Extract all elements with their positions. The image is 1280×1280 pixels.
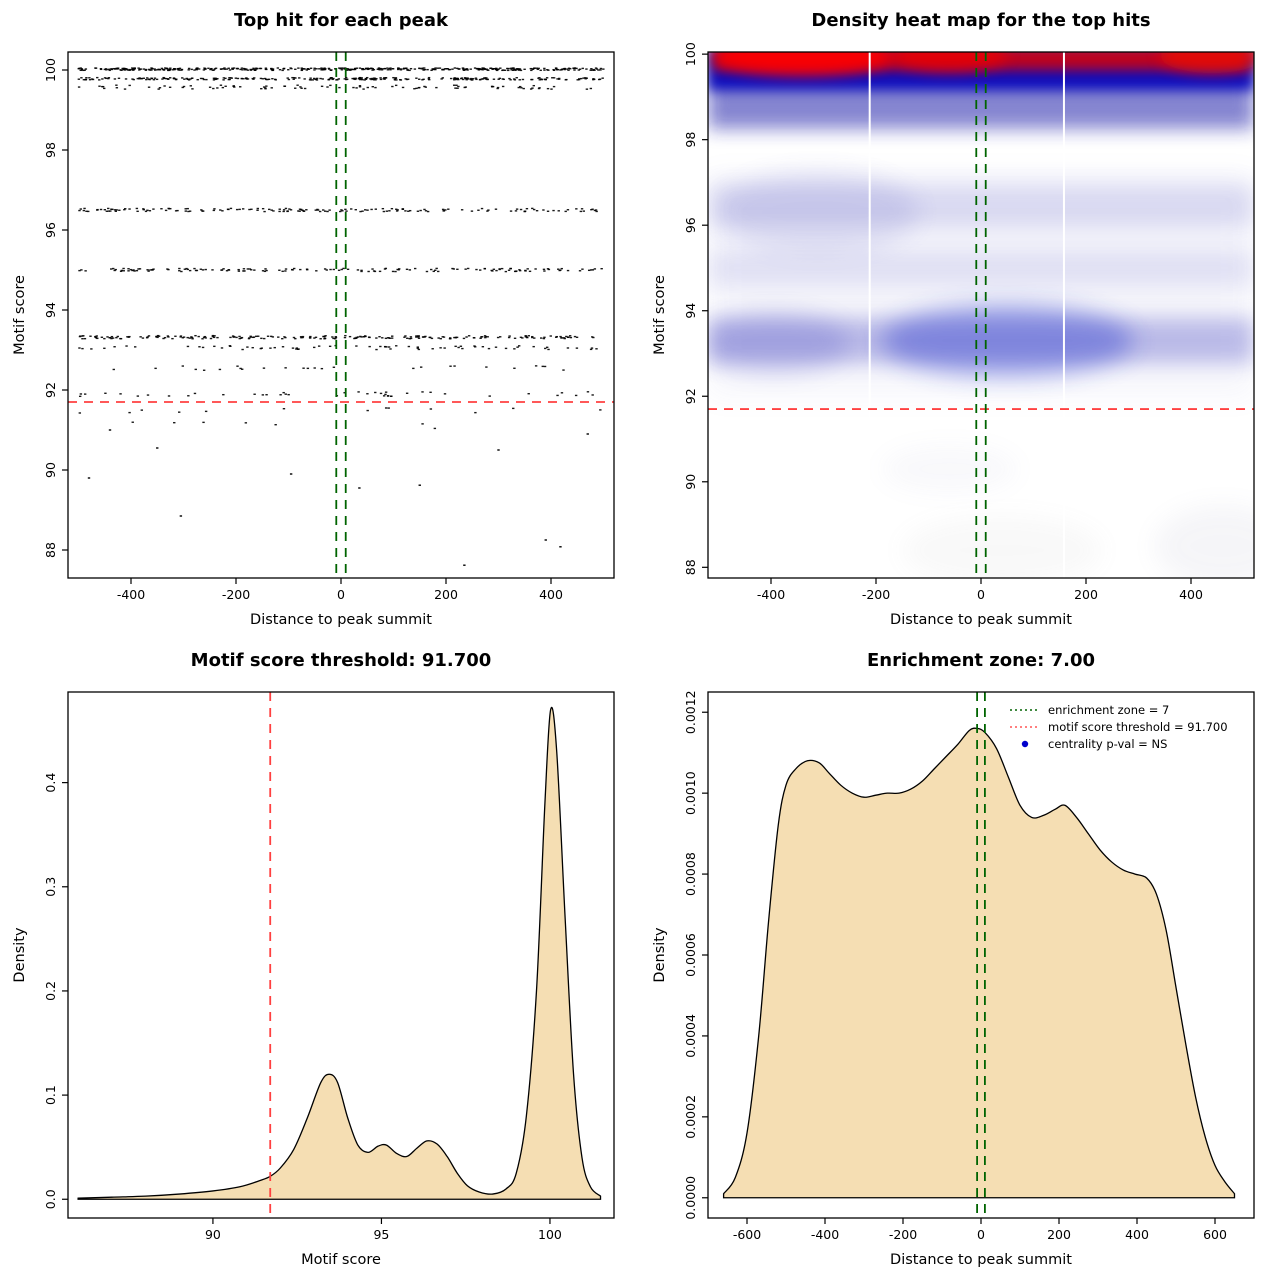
svg-text:0.0010: 0.0010 <box>683 771 698 815</box>
svg-text:0: 0 <box>977 587 985 602</box>
svg-text:98: 98 <box>43 142 58 158</box>
panel-motif-score-density: Motif score threshold: 91.700 90 95 100 0.0… <box>0 640 640 1280</box>
panel-enrichment-zone-density: Enrichment zone: 7.00 -600 -400 -200 0 200 40… <box>640 640 1280 1280</box>
svg-text:0.1: 0.1 <box>43 1085 58 1105</box>
svg-text:0.3: 0.3 <box>43 877 58 897</box>
svg-text:0.0008: 0.0008 <box>683 852 698 896</box>
svg-text:-400: -400 <box>757 587 785 602</box>
svg-text:95: 95 <box>373 1227 389 1242</box>
panel-density-heatmap: Density heat map for the top hits -400 -2… <box>640 0 1280 640</box>
svg-text:Distance to peak summit: Distance to peak summit <box>890 1252 1072 1268</box>
svg-text:200: 200 <box>434 587 458 602</box>
svg-text:88: 88 <box>683 559 698 575</box>
svg-text:98: 98 <box>683 132 698 148</box>
svg-text:0.0006: 0.0006 <box>683 933 698 977</box>
svg-text:Motif score: Motif score <box>301 1252 381 1268</box>
svg-text:-600: -600 <box>733 1227 761 1242</box>
svg-text:0.2: 0.2 <box>43 981 58 1001</box>
svg-text:0.0012: 0.0012 <box>683 690 698 734</box>
svg-text:90: 90 <box>43 462 58 478</box>
svg-text:94: 94 <box>683 303 698 319</box>
svg-text:-200: -200 <box>889 1227 917 1242</box>
svg-text:400: 400 <box>1179 587 1203 602</box>
panel-top-hit-scatter: Top hit for each peak -400 -200 0 200 400 88 9… <box>0 0 640 640</box>
heatmap-title: Density heat map for the top hits <box>811 9 1151 31</box>
svg-text:motif score threshold = 91.700: motif score threshold = 91.700 <box>1048 720 1228 734</box>
svg-text:600: 600 <box>1203 1227 1227 1242</box>
svg-text:400: 400 <box>539 587 563 602</box>
svg-text:90: 90 <box>683 474 698 490</box>
motif-score-density-plot: 90 95 100 0.0 0.1 0.2 0.3 0.4 Motif score Density <box>12 691 615 1268</box>
svg-text:0: 0 <box>977 1227 985 1242</box>
svg-text:90: 90 <box>205 1227 221 1242</box>
svg-text:100: 100 <box>538 1227 562 1242</box>
svg-text:0.0004: 0.0004 <box>683 1014 698 1058</box>
svg-text:96: 96 <box>43 222 58 238</box>
heatmap-plot: -400 -200 0 200 400 88 90 92 94 96 98 100 Distance t… <box>652 42 1255 628</box>
svg-text:200: 200 <box>1074 587 1098 602</box>
svg-text:100: 100 <box>43 58 58 82</box>
scatter-title: Top hit for each peak <box>234 9 448 31</box>
enrichment-zone-title: Enrichment zone: 7.00 <box>866 649 1096 671</box>
svg-text:94: 94 <box>43 302 58 318</box>
svg-text:-400: -400 <box>811 1227 839 1242</box>
svg-text:100: 100 <box>683 42 698 66</box>
scatter-plot: -400 -200 0 200 400 88 90 92 94 96 98 100 Distance t… <box>12 51 615 628</box>
svg-text:centrality p-val = NS: centrality p-val = NS <box>1048 737 1167 751</box>
svg-text:Motif score: Motif score <box>652 275 668 355</box>
svg-text:enrichment zone = 7: enrichment zone = 7 <box>1048 703 1169 717</box>
svg-text:-200: -200 <box>222 587 250 602</box>
svg-text:0.0002: 0.0002 <box>683 1095 698 1139</box>
svg-text:92: 92 <box>43 382 58 398</box>
svg-text:96: 96 <box>683 217 698 233</box>
svg-text:200: 200 <box>1047 1227 1071 1242</box>
svg-text:Density: Density <box>652 927 668 983</box>
motif-score-density-title: Motif score threshold: 91.700 <box>190 649 492 671</box>
svg-text:Distance to peak summit: Distance to peak summit <box>250 612 432 628</box>
svg-text:400: 400 <box>1125 1227 1149 1242</box>
svg-text:Motif score: Motif score <box>12 275 28 355</box>
svg-text:-400: -400 <box>117 587 145 602</box>
svg-text:-200: -200 <box>862 587 890 602</box>
svg-text:0.0000: 0.0000 <box>683 1176 698 1220</box>
svg-text:88: 88 <box>43 542 58 558</box>
svg-text:0.0: 0.0 <box>43 1189 58 1209</box>
svg-text:92: 92 <box>683 388 698 404</box>
svg-text:0.4: 0.4 <box>43 773 58 793</box>
enrichment-zone-density-plot: -600 -400 -200 0 200 400 600 0.0000 0.0002 0.0004… <box>652 690 1255 1268</box>
svg-text:0: 0 <box>337 587 345 602</box>
svg-text:Distance to peak summit: Distance to peak summit <box>890 612 1072 628</box>
svg-text:Density: Density <box>12 927 28 983</box>
